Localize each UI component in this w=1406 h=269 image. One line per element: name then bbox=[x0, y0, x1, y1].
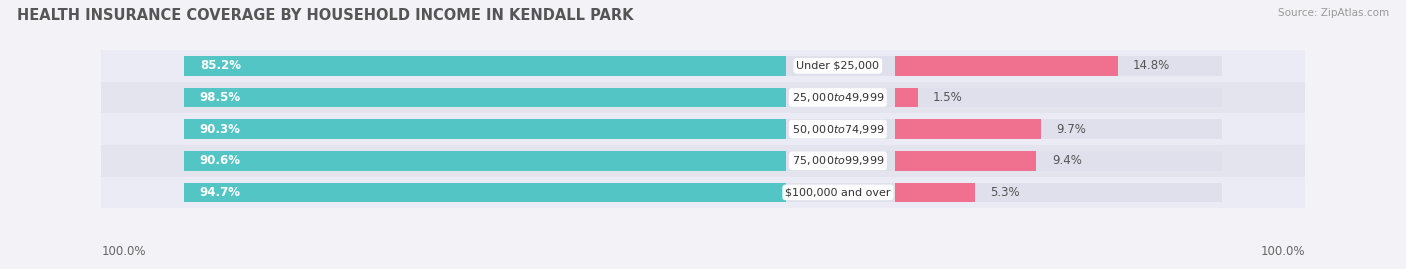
Bar bbox=[101, 176, 1305, 208]
Text: Source: ZipAtlas.com: Source: ZipAtlas.com bbox=[1278, 8, 1389, 18]
Text: $75,000 to $99,999: $75,000 to $99,999 bbox=[792, 154, 884, 167]
Bar bbox=[101, 145, 1305, 176]
Bar bbox=[184, 183, 786, 202]
Text: 9.7%: 9.7% bbox=[1056, 123, 1087, 136]
Bar bbox=[184, 119, 786, 139]
Bar bbox=[184, 56, 1222, 76]
Text: 94.7%: 94.7% bbox=[200, 186, 240, 199]
Bar bbox=[184, 151, 1222, 171]
Text: 85.2%: 85.2% bbox=[200, 59, 240, 72]
Bar bbox=[101, 50, 1305, 82]
Bar bbox=[184, 88, 786, 107]
Text: 90.3%: 90.3% bbox=[200, 123, 240, 136]
Bar bbox=[184, 183, 1222, 202]
Text: 98.5%: 98.5% bbox=[200, 91, 240, 104]
Text: 1.5%: 1.5% bbox=[934, 91, 963, 104]
Text: 90.6%: 90.6% bbox=[200, 154, 240, 167]
Text: 100.0%: 100.0% bbox=[1260, 245, 1305, 258]
Bar bbox=[184, 151, 786, 171]
Text: $50,000 to $74,999: $50,000 to $74,999 bbox=[792, 123, 884, 136]
Bar bbox=[101, 113, 1305, 145]
Bar bbox=[184, 88, 1222, 107]
Text: 100.0%: 100.0% bbox=[101, 245, 146, 258]
Bar bbox=[896, 151, 1036, 171]
Bar bbox=[184, 56, 786, 76]
Text: $100,000 and over: $100,000 and over bbox=[785, 187, 890, 197]
Bar bbox=[896, 88, 918, 107]
Text: 9.4%: 9.4% bbox=[1052, 154, 1081, 167]
Text: 5.3%: 5.3% bbox=[990, 186, 1019, 199]
Bar bbox=[184, 119, 1222, 139]
Text: Under $25,000: Under $25,000 bbox=[796, 61, 879, 71]
Text: 14.8%: 14.8% bbox=[1133, 59, 1170, 72]
Bar bbox=[896, 183, 974, 202]
Bar bbox=[896, 119, 1040, 139]
Text: $25,000 to $49,999: $25,000 to $49,999 bbox=[792, 91, 884, 104]
Text: HEALTH INSURANCE COVERAGE BY HOUSEHOLD INCOME IN KENDALL PARK: HEALTH INSURANCE COVERAGE BY HOUSEHOLD I… bbox=[17, 8, 633, 23]
Bar bbox=[101, 82, 1305, 113]
Bar bbox=[896, 56, 1118, 76]
